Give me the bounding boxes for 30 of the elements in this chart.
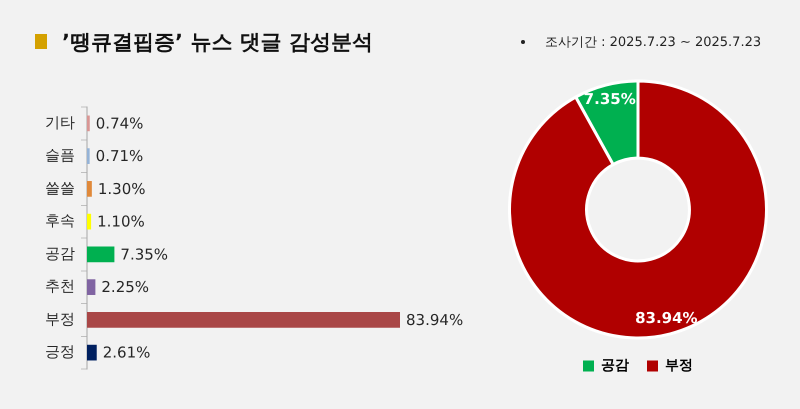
data-label: 2.25% (101, 278, 150, 296)
chart-title: ’땡큐결핍증’ 뉴스 댓글 감성분석 (62, 29, 373, 56)
y-tick-label: 공감 (45, 244, 75, 262)
bar (87, 344, 97, 360)
bar (87, 312, 400, 328)
legend-label: 공감 (601, 358, 629, 374)
y-tick-label: 쓸쓸 (45, 178, 75, 197)
bar (87, 181, 92, 197)
data-label: 83.94% (635, 308, 698, 327)
data-label: 83.94% (406, 310, 464, 329)
bar (87, 246, 114, 262)
bar (87, 116, 90, 132)
bar (87, 214, 92, 230)
y-tick-label: 부정 (45, 310, 75, 328)
data-label: 0.71% (96, 147, 144, 166)
data-label: 1.10% (97, 212, 145, 231)
legend-label: 부정 (665, 358, 693, 374)
data-label: 1.30% (98, 180, 146, 198)
y-tick-label: 슬픔 (45, 146, 75, 164)
y-tick-label: 추천 (45, 277, 75, 296)
y-tick-label: 기타 (45, 113, 75, 132)
bar (87, 148, 90, 164)
y-tick-label: 긍정 (45, 342, 75, 361)
data-label: 7.35% (584, 90, 636, 108)
data-label: 0.74% (96, 114, 144, 132)
chart-subtitle: 조사기간 : 2025.7.23 ~ 2025.7.23 (545, 34, 762, 51)
bar (87, 279, 96, 295)
data-label: 7.35% (120, 245, 168, 264)
y-tick-label: 후속 (45, 212, 75, 230)
data-label: 2.61% (102, 344, 150, 362)
